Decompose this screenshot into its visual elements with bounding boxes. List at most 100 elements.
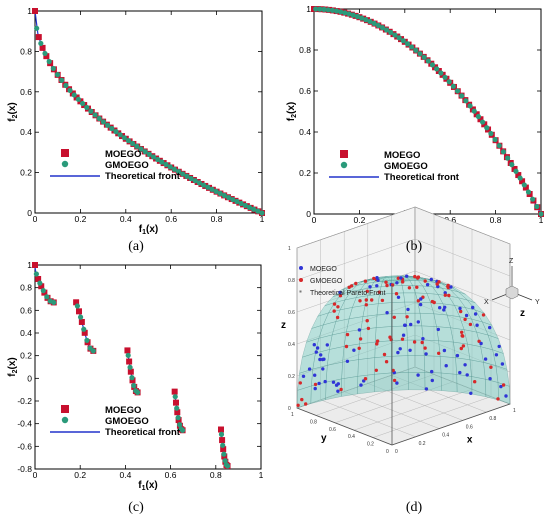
point-gmoego	[127, 364, 133, 370]
pareto-surface-patch	[358, 341, 376, 360]
legend-label-gmoego: GMOEGO	[105, 160, 149, 171]
x-tick-label: 0	[33, 470, 38, 480]
point-moego	[126, 358, 133, 365]
point-gmoego-3d	[366, 326, 371, 331]
point-gmoego-3d	[459, 309, 463, 314]
pareto-surface-patch	[404, 301, 421, 314]
point-moego-3d	[475, 323, 479, 327]
point-gmoego	[117, 132, 123, 138]
point-gmoego	[313, 6, 319, 12]
point-moego-3d	[442, 308, 446, 312]
point-gmoego	[217, 190, 223, 197]
point-gmoego-3d	[501, 383, 506, 387]
y-tick-label: 0.4	[20, 127, 32, 137]
point-gmoego	[113, 129, 119, 135]
point-gmoego	[509, 162, 515, 168]
z-axis-label: z	[281, 320, 286, 331]
point-gmoego	[42, 50, 48, 57]
caption-a: (a)	[128, 239, 144, 254]
point-moego	[35, 275, 42, 282]
point-gmoego	[242, 202, 248, 209]
point-moego	[32, 262, 38, 268]
point-moego	[171, 388, 178, 395]
x-tick-label: 0.4	[442, 433, 449, 439]
point-gmoego-3d	[364, 303, 368, 307]
pareto-surface-patch	[391, 325, 408, 341]
point-gmoego-3d	[435, 282, 439, 286]
point-moego-3d	[312, 343, 316, 347]
x-tick-label: 0.6	[165, 470, 177, 480]
point-gmoego	[226, 194, 232, 201]
point-moego-3d	[430, 369, 434, 374]
point-moego-3d	[499, 384, 503, 389]
point-moego-3d	[464, 313, 469, 318]
z-tick-label: 0.6	[288, 310, 295, 316]
point-moego	[73, 299, 80, 306]
legend-marker-gmoego	[61, 160, 69, 168]
point-moego-3d	[368, 285, 372, 289]
point-gmoego	[167, 164, 173, 170]
pareto-surface-patch	[407, 355, 425, 373]
point-gmoego	[159, 159, 165, 165]
point-gmoego	[205, 184, 211, 190]
point-moego-3d	[438, 306, 442, 310]
point-gmoego	[184, 173, 190, 179]
point-moego	[519, 178, 526, 185]
pareto-surface-patch	[469, 359, 486, 380]
point-gmoego	[454, 88, 461, 94]
point-moego-3d	[419, 297, 423, 301]
point-moego-3d	[443, 291, 447, 295]
legend-marker-moego	[61, 405, 69, 413]
point-gmoego	[59, 77, 65, 83]
point-gmoego-3d	[412, 340, 417, 344]
point-gmoego	[230, 196, 236, 203]
point-moego-3d	[320, 357, 325, 362]
point-gmoego	[404, 41, 411, 47]
point-gmoego	[121, 135, 127, 141]
point-moego-3d	[321, 367, 325, 371]
point-gmoego-3d	[296, 403, 300, 407]
point-gmoego-3d	[415, 285, 419, 289]
point-gmoego	[96, 115, 102, 122]
point-gmoego-3d	[416, 299, 420, 303]
point-gmoego-3d	[298, 381, 302, 385]
point-moego-3d	[403, 323, 407, 327]
x-tick-label: 0.2	[419, 441, 426, 447]
pareto-surface-patch	[456, 374, 473, 395]
point-gmoego-3d	[377, 290, 381, 294]
axis-edge-x	[391, 403, 511, 446]
point-gmoego	[125, 352, 131, 359]
point-moego	[32, 8, 38, 14]
y-tick-label: 0.4	[299, 127, 311, 137]
point-gmoego	[346, 11, 352, 17]
legend-marker-moego	[340, 150, 348, 158]
point-moego	[515, 172, 522, 179]
point-gmoego	[179, 427, 186, 433]
y-tick-label: 0.8	[20, 46, 32, 56]
x-tick-label: 0.2	[74, 470, 86, 480]
x-tick-label: 1	[260, 214, 265, 224]
point-gmoego	[88, 108, 94, 114]
point-moego-3d	[421, 337, 425, 341]
point-moego	[217, 426, 224, 433]
x-tick-label: 0.6	[466, 424, 473, 430]
point-moego-3d	[424, 387, 429, 391]
point-gmoego	[77, 314, 84, 320]
point-gmoego	[221, 451, 227, 457]
point-gmoego	[222, 458, 228, 464]
point-gmoego	[221, 192, 228, 199]
point-moego-3d	[504, 394, 508, 398]
point-moego	[124, 347, 131, 354]
point-moego	[522, 184, 529, 191]
point-gmoego	[218, 431, 225, 437]
point-gmoego	[413, 47, 419, 53]
point-moego-3d	[395, 281, 399, 285]
z-tick-label: 0	[288, 406, 291, 412]
pareto-surface-patch	[455, 357, 472, 377]
point-gmoego	[488, 130, 494, 137]
y-tick-label: 0	[27, 373, 32, 383]
point-moego-3d	[409, 322, 413, 327]
point-gmoego-3d	[400, 337, 405, 341]
point-gmoego	[146, 151, 152, 157]
x-tick-label: 0.6	[165, 214, 177, 224]
